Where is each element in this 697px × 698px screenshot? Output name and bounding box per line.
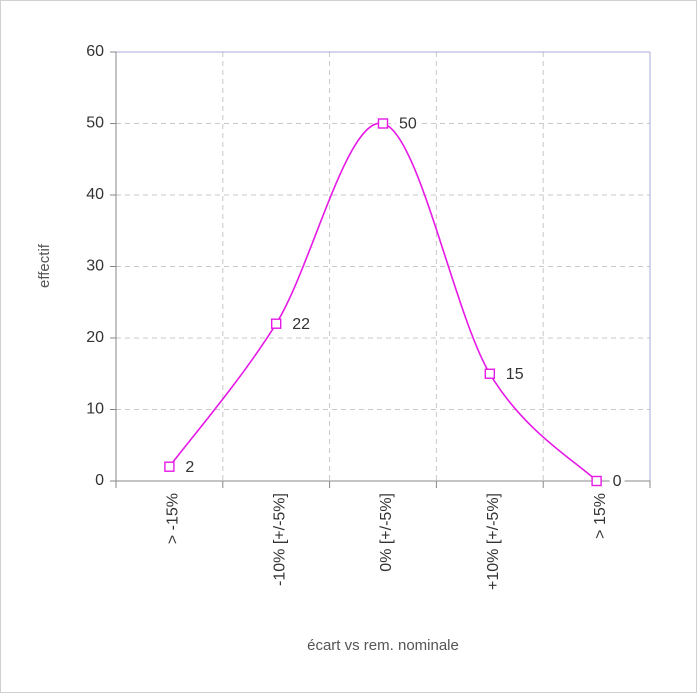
y-tick-label: 50 [86, 115, 104, 132]
point-marker [377, 118, 389, 129]
y-tick-label: 0 [95, 472, 104, 489]
data-label: 22 [292, 316, 310, 333]
data-label-bg [182, 458, 198, 476]
data-label: 50 [399, 116, 417, 133]
point-marker [484, 368, 495, 379]
data-label: 0 [613, 473, 622, 490]
data-label-bg [502, 365, 527, 383]
data-label: 15 [506, 366, 524, 383]
data-label-bg [609, 473, 625, 491]
x-tick-label: -10% [+/-5%] [271, 493, 288, 586]
x-tick-label: > -15% [165, 493, 182, 544]
y-axis-label: effectif [36, 243, 53, 288]
y-tick-label: 20 [86, 329, 104, 346]
x-tick-label: > 15% [592, 493, 609, 539]
data-label-bg [396, 115, 420, 133]
point-marker [271, 318, 282, 329]
y-tick-label: 40 [86, 186, 104, 203]
y-tick-label: 60 [86, 43, 104, 60]
x-tick-label: +10% [+/-5%] [485, 493, 502, 590]
y-tick-label: 30 [86, 258, 104, 275]
point-marker [164, 461, 175, 472]
data-label: 2 [185, 459, 194, 476]
x-tick-label: 0% [+/-5%] [378, 493, 395, 572]
y-tick-label: 10 [86, 401, 104, 418]
x-axis-label: écart vs rem. nominale [307, 637, 459, 654]
data-label-bg [289, 315, 314, 333]
point-marker [591, 475, 602, 487]
